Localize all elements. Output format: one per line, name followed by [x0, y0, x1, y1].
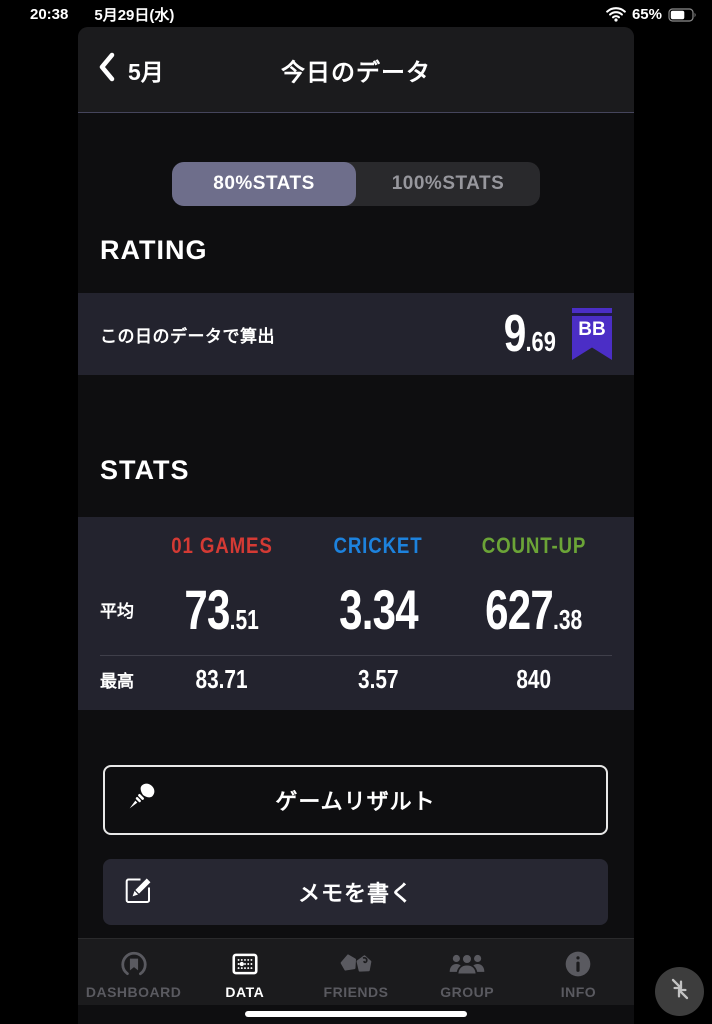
home-indicator[interactable] — [245, 1011, 467, 1017]
data-grid-icon — [230, 947, 260, 981]
tab-friends[interactable]: FRIENDS — [300, 939, 411, 1005]
tab-data[interactable]: DATA — [189, 939, 300, 1005]
average-row: 平均 73.51 3.34 627.38 — [100, 563, 612, 655]
tab-dashboard[interactable]: DASHBOARD — [78, 939, 189, 1005]
best-cricket: 3.57 — [357, 663, 399, 694]
game-result-label: ゲームリザルト — [275, 789, 436, 814]
wifi-icon — [606, 7, 626, 22]
dart-icon — [123, 779, 159, 821]
back-label: 5月 — [128, 58, 164, 85]
collapse-arrows-icon — [666, 975, 694, 1008]
segment-100-stats[interactable]: 100%STATS — [391, 173, 505, 194]
rating-heading: RATING — [100, 235, 208, 265]
back-button[interactable]: 5月 — [98, 52, 164, 88]
dashboard-icon — [119, 947, 149, 981]
stats-mode-segmented-control: 80%STATS 100%STATS — [172, 162, 540, 206]
best-count-up: 840 — [516, 663, 552, 694]
status-bar: 20:38 5月29日(水) 65% — [0, 0, 712, 27]
app-window: 5月 今日のデータ 80%STATS 100%STATS RATING この日の… — [78, 27, 634, 1024]
column-01-games: 01 GAMES — [171, 533, 273, 558]
compose-icon — [121, 872, 155, 912]
rating-value: 9.69 — [503, 305, 556, 363]
stats-column-headers: 01 GAMES CRICKET COUNT-UP — [100, 529, 612, 563]
average-row-label: 平均 — [100, 601, 134, 621]
battery-icon — [668, 7, 698, 22]
tab-info[interactable]: INFO — [523, 939, 634, 1005]
rating-row: この日のデータで算出 9.69 BB — [78, 293, 634, 375]
stats-panel: 01 GAMES CRICKET COUNT-UP 平均 73.51 3.34 … — [78, 517, 634, 710]
page-title: 今日のデータ — [281, 59, 431, 86]
status-time: 20:38 — [30, 6, 69, 23]
tab-bar: DASHBOARD DATA — [78, 938, 634, 1005]
tab-group[interactable]: GROUP — [412, 939, 523, 1005]
average-01-games: 73.51 — [184, 577, 260, 641]
stats-heading: STATS — [100, 455, 190, 485]
nav-header: 5月 今日のデータ — [78, 27, 634, 113]
group-people-icon — [448, 947, 486, 981]
collapse-button[interactable] — [655, 967, 704, 1016]
status-date: 5月29日(水) — [94, 7, 175, 24]
average-count-up: 627.38 — [485, 577, 583, 641]
game-result-button[interactable]: ゲームリザルト — [103, 765, 608, 835]
average-cricket: 3.34 — [338, 577, 419, 641]
write-memo-button[interactable]: メモを書く — [103, 859, 608, 925]
best-row-label: 最高 — [100, 671, 134, 691]
column-cricket: CRICKET — [333, 533, 423, 558]
best-01-games: 83.71 — [195, 663, 249, 694]
friends-gloves-icon — [338, 947, 374, 981]
write-memo-label: メモを書く — [297, 881, 413, 906]
rating-badge: BB — [572, 308, 612, 360]
rating-description: この日のデータで算出 — [100, 326, 275, 346]
info-icon — [563, 947, 593, 981]
battery-percent: 65% — [631, 6, 662, 23]
column-count-up: COUNT-UP — [481, 533, 587, 558]
chevron-left-icon — [98, 52, 116, 88]
stats-divider — [100, 655, 612, 656]
best-row: 最高 83.71 3.57 840 — [100, 656, 612, 702]
segment-80-stats[interactable]: 80%STATS — [172, 162, 356, 206]
